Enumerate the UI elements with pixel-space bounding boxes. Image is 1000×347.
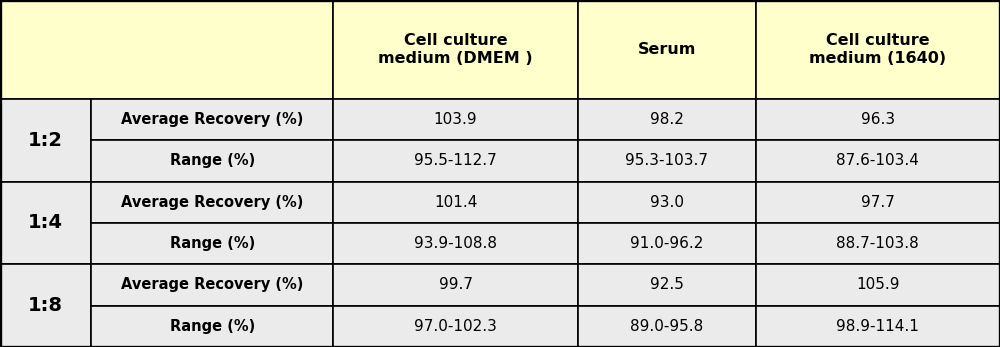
Text: Average Recovery (%): Average Recovery (%) — [121, 278, 303, 293]
Bar — [756, 181, 1000, 223]
Text: Serum: Serum — [637, 42, 696, 57]
Text: 98.9-114.1: 98.9-114.1 — [836, 319, 919, 334]
Bar — [333, 99, 578, 140]
Bar — [333, 306, 578, 347]
Text: 93.9-108.8: 93.9-108.8 — [414, 236, 497, 251]
Bar — [0, 181, 91, 264]
Bar — [333, 181, 578, 223]
Bar — [578, 306, 756, 347]
Text: 98.2: 98.2 — [650, 112, 684, 127]
Bar — [0, 0, 333, 99]
Text: 89.0-95.8: 89.0-95.8 — [630, 319, 703, 334]
Bar — [756, 0, 1000, 99]
Text: Range (%): Range (%) — [170, 319, 255, 334]
Bar — [91, 223, 333, 264]
Bar — [0, 264, 91, 347]
Text: 95.5-112.7: 95.5-112.7 — [414, 153, 497, 168]
Text: Cell culture
medium (DMEM ): Cell culture medium (DMEM ) — [378, 33, 533, 66]
Bar — [91, 140, 333, 181]
Text: Average Recovery (%): Average Recovery (%) — [121, 112, 303, 127]
Text: 97.7: 97.7 — [861, 195, 895, 210]
Bar — [0, 99, 91, 181]
Bar — [578, 223, 756, 264]
Text: Cell culture
medium (1640): Cell culture medium (1640) — [809, 33, 946, 66]
Text: Range (%): Range (%) — [170, 153, 255, 168]
Bar — [578, 181, 756, 223]
Text: 103.9: 103.9 — [434, 112, 477, 127]
Bar — [333, 140, 578, 181]
Text: 95.3-103.7: 95.3-103.7 — [625, 153, 708, 168]
Text: 87.6-103.4: 87.6-103.4 — [836, 153, 919, 168]
Text: 105.9: 105.9 — [856, 278, 900, 293]
Bar — [333, 264, 578, 306]
Text: 1:2: 1:2 — [28, 131, 63, 150]
Text: Range (%): Range (%) — [170, 236, 255, 251]
Bar — [91, 306, 333, 347]
Bar — [91, 99, 333, 140]
Text: 92.5: 92.5 — [650, 278, 684, 293]
Bar — [756, 264, 1000, 306]
Bar — [578, 264, 756, 306]
Bar — [578, 99, 756, 140]
Text: 96.3: 96.3 — [861, 112, 895, 127]
Bar — [578, 140, 756, 181]
Text: 93.0: 93.0 — [650, 195, 684, 210]
Bar — [333, 0, 578, 99]
Text: 101.4: 101.4 — [434, 195, 477, 210]
Text: 99.7: 99.7 — [439, 278, 473, 293]
Text: 97.0-102.3: 97.0-102.3 — [414, 319, 497, 334]
Bar — [333, 223, 578, 264]
Bar — [756, 223, 1000, 264]
Bar — [756, 140, 1000, 181]
Bar — [91, 264, 333, 306]
Text: 91.0-96.2: 91.0-96.2 — [630, 236, 703, 251]
Bar — [756, 99, 1000, 140]
Bar — [91, 181, 333, 223]
Bar — [756, 306, 1000, 347]
Text: 1:8: 1:8 — [28, 296, 63, 315]
Text: Average Recovery (%): Average Recovery (%) — [121, 195, 303, 210]
Text: 88.7-103.8: 88.7-103.8 — [836, 236, 919, 251]
Text: 1:4: 1:4 — [28, 213, 63, 232]
Bar — [578, 0, 756, 99]
